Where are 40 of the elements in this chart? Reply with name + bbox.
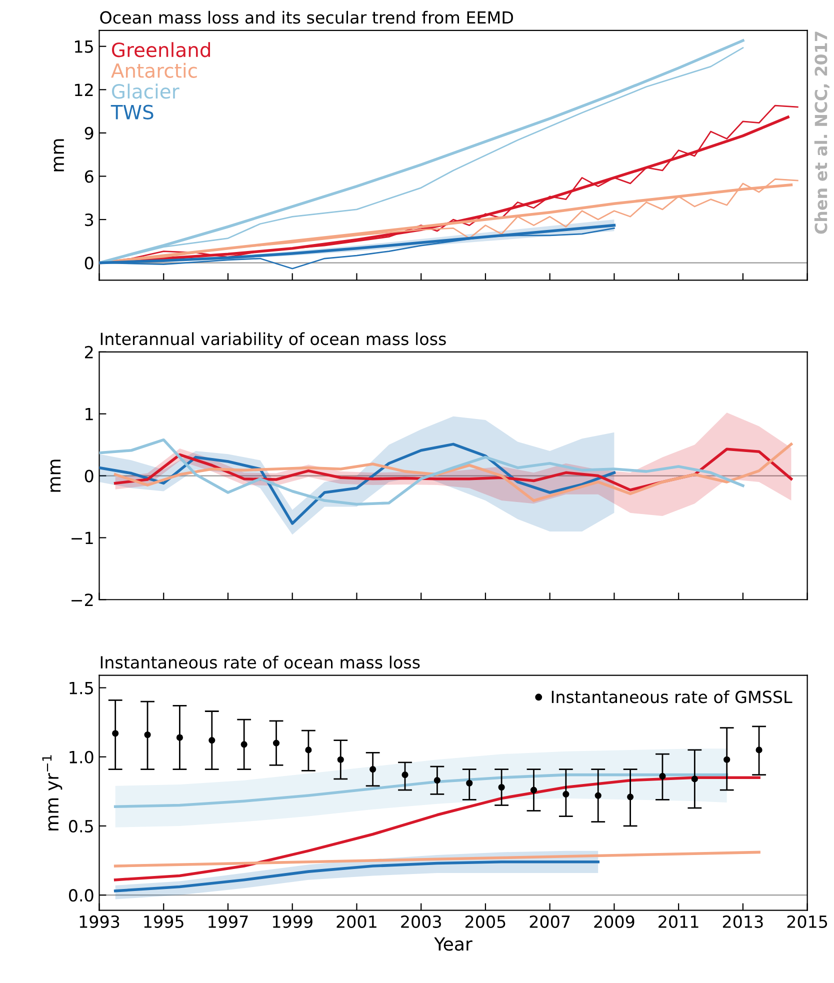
y-tick-label: 1 [86, 408, 93, 420]
y-axis-title: mm yr$^{−1}$ [42, 755, 62, 830]
x-tick-label: 1997 [208, 915, 248, 928]
y-tick-label: −2 [72, 594, 93, 606]
x-tick-label: 2005 [465, 915, 506, 928]
x-tick-label: 2007 [530, 915, 570, 928]
y-tick-label: 6 [84, 170, 94, 183]
text: Chen et al. NCC, 2017 [814, 32, 830, 234]
text: Glacier [112, 84, 180, 99]
legend-label: Instantaneous rate of GMSSL [552, 690, 792, 704]
text: Greenland [112, 42, 210, 58]
y-tick-label: 0 [84, 470, 94, 482]
x-tick-label: 2011 [658, 915, 698, 928]
y-tick-label: 12 [75, 84, 93, 96]
text: Antarctic [111, 62, 197, 78]
y-tick-label: 0.0 [68, 889, 94, 902]
y-tick-label: 3 [85, 214, 94, 226]
chart-title: Instantaneous rate of ocean mass loss [100, 656, 420, 669]
y-tick-label: 15 [75, 40, 93, 53]
chart-title: Interannual variability of ocean mass loss [100, 332, 446, 348]
text: TWS [110, 104, 154, 120]
x-tick-label: 2015 [787, 915, 828, 928]
y-tick-label: 1.0 [70, 750, 94, 764]
x-tick-label: 1993 [80, 915, 120, 928]
x-axis-title: Year [434, 937, 472, 951]
y-tick-label: 9 [84, 126, 94, 140]
x-tick-label: 2013 [722, 915, 763, 928]
chart-title: Ocean mass loss and its secular trend from EEMD [100, 10, 513, 24]
x-tick-label: 2003 [401, 915, 441, 928]
y-axis-title: mm [50, 460, 61, 492]
y-axis-title: mm [54, 139, 64, 172]
x-tick-label: 1999 [272, 915, 312, 928]
x-tick-label: 2001 [336, 915, 376, 928]
y-tick-label: 1.5 [70, 682, 93, 694]
y-tick-label: −1 [72, 532, 93, 544]
y-tick-label: 0.5 [68, 820, 93, 833]
y-tick-label: 2 [85, 346, 93, 358]
x-tick-label: 1995 [144, 915, 184, 928]
x-tick-label: 2009 [594, 915, 634, 928]
y-tick-label: 0 [84, 256, 94, 270]
